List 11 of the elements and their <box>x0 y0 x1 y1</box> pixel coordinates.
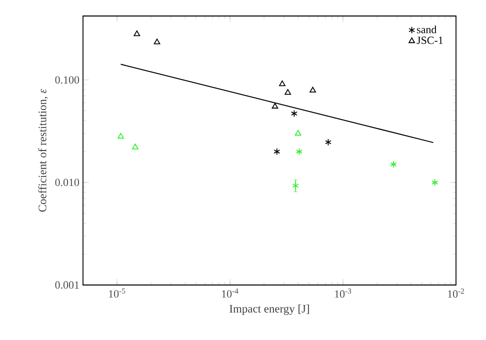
x-tick-label: 10$^{-2}$ <box>448 288 464 298</box>
y-axis-title: Coefficient of restitution, ε <box>38 88 48 212</box>
x-tick-label: 10$^{-4}$ <box>222 288 238 298</box>
legend-label: sand <box>417 26 437 34</box>
x-tick-label: 10$^{-5}$ <box>109 288 126 298</box>
x-axis-title: Impact energy [J] <box>230 304 309 315</box>
y-tick-label: 0.100 <box>55 76 80 84</box>
y-tick-label: 0.010 <box>55 178 80 186</box>
y-tick-label: 0.001 <box>55 281 79 289</box>
x-tick-label: 10$^{-3}$ <box>335 288 352 298</box>
legend-label: JSC-1 <box>416 36 443 44</box>
